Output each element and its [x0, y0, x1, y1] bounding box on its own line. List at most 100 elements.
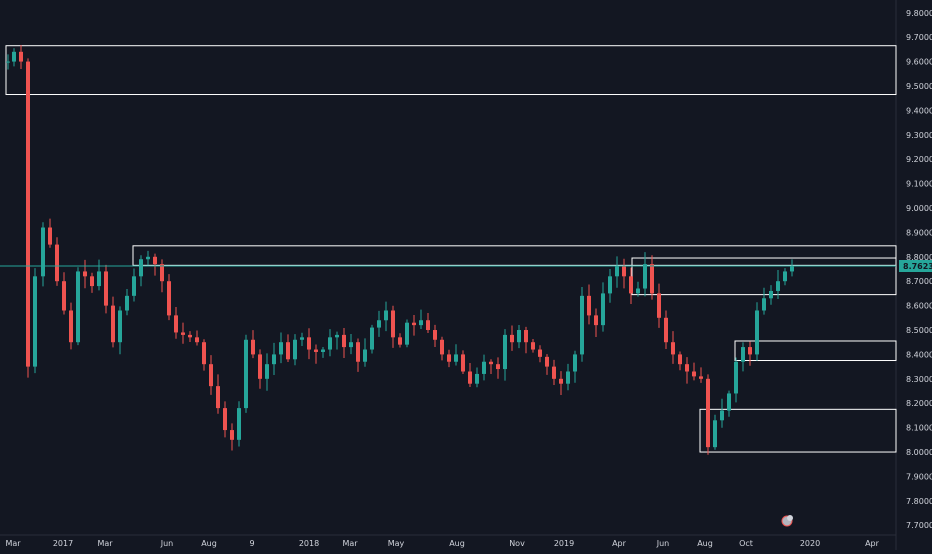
time-tick-label: Jun: [656, 539, 670, 548]
candle-body: [76, 271, 80, 343]
candle-body: [195, 337, 199, 343]
candle-body: [594, 315, 598, 326]
candle-body: [748, 347, 752, 355]
candle-body: [538, 349, 542, 357]
candle-body: [454, 354, 458, 362]
candle-body: [692, 371, 696, 377]
candle-body: [12, 51, 16, 62]
candle-body: [461, 354, 465, 372]
candle-body: [769, 290, 773, 299]
candle-body: [552, 366, 556, 379]
candle-body: [622, 266, 626, 277]
candle-body: [531, 342, 535, 350]
candle-body: [545, 356, 549, 367]
time-axis-ticks: Mar 2017 Mar Jun Aug 9 2018 Mar May Aug Nov 2019 Apr…: [5, 539, 879, 548]
price-tick-label: 8.4000: [906, 350, 932, 359]
time-tick-label: May: [388, 539, 405, 548]
candle-body: [279, 342, 283, 355]
candle-body: [356, 342, 360, 362]
candle-body: [440, 339, 444, 355]
candle-body: [734, 361, 738, 394]
candle-body: [335, 334, 339, 338]
event-marker-layer: [781, 515, 793, 527]
price-tick-label: 9.1000: [906, 180, 932, 189]
candle-body: [286, 342, 290, 360]
time-tick-label: Jun: [160, 539, 174, 548]
price-tick-label: 8.0000: [906, 448, 932, 457]
candle-body: [41, 227, 45, 277]
time-tick-label: Mar: [342, 539, 358, 548]
candle-body: [153, 256, 157, 265]
event-marker-icon-overlay: [787, 515, 793, 521]
candle-body: [524, 330, 528, 343]
price-tick-label: 9.4000: [906, 106, 932, 115]
candle-body: [62, 281, 66, 311]
candle-body: [118, 310, 122, 343]
candle-body: [650, 264, 654, 294]
time-tick-label: Apr: [865, 539, 880, 548]
candle-body: [55, 244, 59, 282]
candle-body: [125, 295, 129, 311]
candle-body: [685, 364, 689, 372]
time-tick-label: 2019: [554, 539, 574, 548]
price-tick-label: 9.7000: [906, 33, 932, 42]
current-price-label: 8.7623: [903, 262, 932, 271]
candle-body: [132, 276, 136, 296]
candle-body: [167, 281, 171, 316]
candle-body: [426, 320, 430, 331]
candle-body: [398, 337, 402, 345]
candle-body: [237, 408, 241, 440]
candle-body: [251, 339, 255, 355]
candle-body: [482, 361, 486, 374]
price-tick-label: 9.6000: [906, 58, 932, 67]
candle-body: [601, 293, 605, 326]
candle-body: [447, 354, 451, 362]
time-tick-label: Aug: [449, 539, 465, 548]
candle-body: [678, 354, 682, 365]
price-tick-label: 7.7000: [906, 521, 932, 530]
candle-body: [209, 364, 213, 387]
current-price-badge: [899, 259, 932, 272]
candle-body: [160, 264, 164, 282]
candle-body: [489, 361, 493, 365]
candle-body: [19, 51, 23, 62]
price-tick-label: 8.5000: [906, 326, 932, 335]
candle-body: [580, 295, 584, 355]
candle-body: [342, 334, 346, 348]
candle-body: [475, 373, 479, 384]
time-tick-label: 9: [249, 539, 254, 548]
candle-body: [503, 334, 507, 370]
candle-body: [727, 393, 731, 411]
candle-body: [699, 376, 703, 379]
candle-body: [216, 386, 220, 409]
candle-body: [370, 327, 374, 350]
candle-body: [265, 364, 269, 379]
candle-body: [377, 320, 381, 328]
time-tick-label: Mar: [5, 539, 21, 548]
price-tick-label: 8.1000: [906, 424, 932, 433]
candle-body: [300, 337, 304, 340]
candle-body: [26, 61, 30, 367]
candle-body: [33, 276, 37, 367]
price-tick-label: 9.5000: [906, 82, 932, 91]
candle-body: [636, 288, 640, 294]
time-tick-label: 2018: [299, 539, 319, 548]
price-tick-label: 8.7000: [906, 277, 932, 286]
candle-body: [97, 271, 101, 287]
candle-body: [349, 342, 353, 348]
candle-body: [783, 271, 787, 282]
candle-body: [776, 281, 780, 291]
candle-body: [405, 322, 409, 345]
candle-body: [314, 349, 318, 352]
candle-body: [174, 315, 178, 333]
candle-body: [720, 410, 724, 421]
candle-body: [671, 342, 675, 355]
candle-body: [713, 420, 717, 448]
zone-box: [132, 245, 897, 266]
current-price-layer: 8.7623: [0, 259, 932, 272]
candle-body: [104, 271, 108, 306]
price-tick-label: 8.8000: [906, 253, 932, 262]
candle-body: [181, 332, 185, 335]
